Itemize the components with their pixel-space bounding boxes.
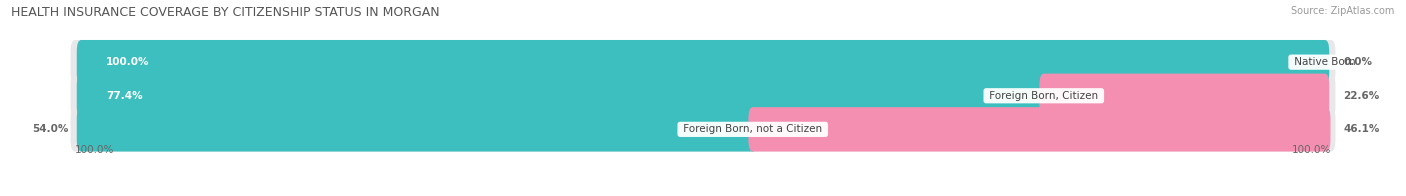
Text: 0.0%: 0.0% [1344, 57, 1372, 67]
Text: 100.0%: 100.0% [1292, 145, 1331, 155]
Text: Foreign Born, not a Citizen: Foreign Born, not a Citizen [681, 124, 825, 134]
Text: HEALTH INSURANCE COVERAGE BY CITIZENSHIP STATUS IN MORGAN: HEALTH INSURANCE COVERAGE BY CITIZENSHIP… [11, 6, 440, 19]
FancyBboxPatch shape [70, 40, 1336, 84]
FancyBboxPatch shape [77, 40, 1329, 84]
Text: 77.4%: 77.4% [105, 91, 142, 101]
FancyBboxPatch shape [70, 107, 1336, 152]
FancyBboxPatch shape [77, 74, 1047, 118]
FancyBboxPatch shape [77, 107, 756, 152]
FancyBboxPatch shape [70, 74, 1336, 118]
Text: Foreign Born, Citizen: Foreign Born, Citizen [986, 91, 1101, 101]
Text: 22.6%: 22.6% [1344, 91, 1379, 101]
Text: 54.0%: 54.0% [32, 124, 69, 134]
Text: 46.1%: 46.1% [1344, 124, 1379, 134]
Text: 100.0%: 100.0% [105, 57, 149, 67]
Text: Native Born: Native Born [1291, 57, 1358, 67]
FancyBboxPatch shape [748, 107, 1330, 152]
Text: Source: ZipAtlas.com: Source: ZipAtlas.com [1291, 6, 1395, 16]
Text: 100.0%: 100.0% [75, 145, 114, 155]
FancyBboxPatch shape [1039, 74, 1329, 118]
